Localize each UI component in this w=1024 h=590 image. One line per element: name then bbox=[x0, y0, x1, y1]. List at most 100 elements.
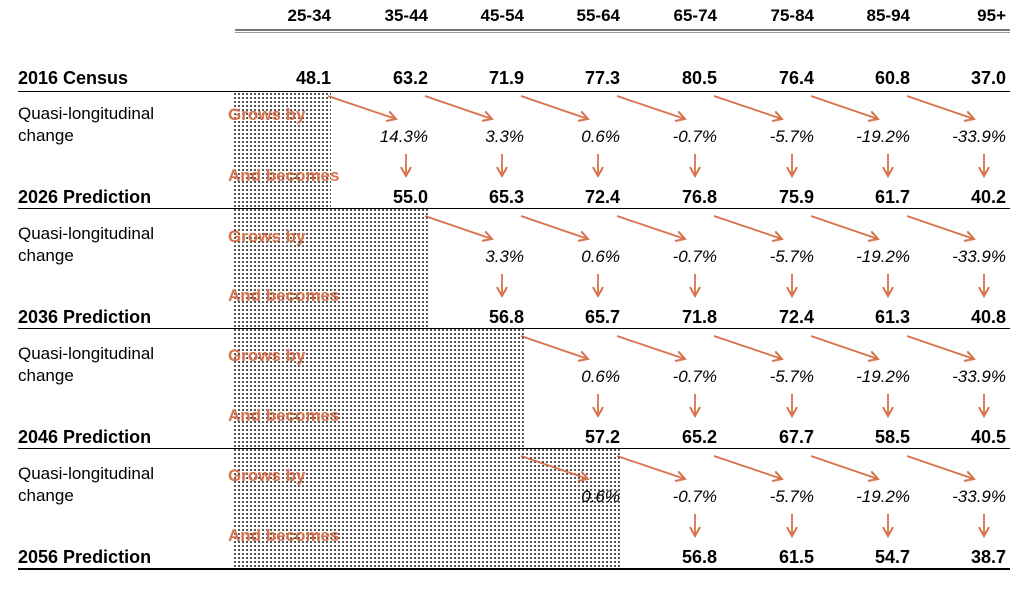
growth-arrow bbox=[810, 455, 880, 482]
change-percent: -0.7% bbox=[672, 487, 717, 506]
change-percent: -0.7% bbox=[672, 127, 717, 146]
and-becomes-label: And becomes bbox=[228, 286, 340, 305]
census-row-label: 2016 Census bbox=[18, 68, 129, 88]
change-percent: -33.9% bbox=[952, 127, 1006, 146]
change-percent: 0.6% bbox=[581, 367, 620, 386]
change-percent: 14.3% bbox=[379, 127, 428, 146]
change-percent: -5.7% bbox=[769, 247, 814, 266]
prediction-value: 61.5 bbox=[778, 547, 814, 567]
growth-arrow bbox=[810, 95, 880, 122]
and-becomes-label: And becomes bbox=[228, 406, 340, 425]
growth-arrow bbox=[810, 335, 880, 362]
prediction-value: 54.7 bbox=[874, 547, 910, 567]
growth-arrow bbox=[424, 95, 494, 122]
shaded-region-2 bbox=[233, 208, 428, 328]
prediction-value: 55.0 bbox=[392, 187, 428, 207]
shaded-region-3 bbox=[233, 328, 525, 448]
prediction-row-label: 2036 Prediction bbox=[18, 307, 152, 327]
growth-arrow bbox=[713, 455, 784, 482]
prediction-value: 38.7 bbox=[970, 547, 1006, 567]
census-value: 76.4 bbox=[778, 68, 814, 88]
growth-arrow bbox=[520, 215, 590, 242]
prediction-value: 71.8 bbox=[681, 307, 717, 327]
change-row-label: Quasi-longitudinal change bbox=[18, 343, 154, 387]
prediction-value: 40.2 bbox=[970, 187, 1006, 207]
change-percent: -19.2% bbox=[856, 127, 910, 146]
grows-by-label: Grows by bbox=[228, 346, 306, 365]
change-percent: 0.6% bbox=[581, 127, 620, 146]
prediction-value: 72.4 bbox=[778, 307, 814, 327]
growth-arrow bbox=[616, 455, 687, 482]
change-percent: 3.3% bbox=[485, 247, 524, 266]
age-header-85-94: 85-94 bbox=[866, 6, 910, 25]
census-value: 60.8 bbox=[874, 68, 910, 88]
prediction-row-rule bbox=[18, 448, 1010, 449]
prediction-row-rule bbox=[18, 568, 1010, 570]
header-rule-bottom bbox=[235, 32, 1010, 33]
growth-arrow bbox=[713, 95, 784, 122]
age-header-45-54: 45-54 bbox=[480, 6, 524, 25]
growth-arrow bbox=[713, 335, 784, 362]
growth-arrow bbox=[424, 215, 494, 242]
prediction-value: 65.2 bbox=[681, 427, 717, 447]
prediction-value: 65.7 bbox=[584, 307, 620, 327]
change-percent: -19.2% bbox=[856, 487, 910, 506]
change-percent: 0.6% bbox=[581, 247, 620, 266]
growth-arrow bbox=[616, 215, 687, 242]
change-percent: -5.7% bbox=[769, 367, 814, 386]
census-value: 48.1 bbox=[295, 68, 331, 88]
age-header-25-34: 25-34 bbox=[287, 6, 331, 25]
prediction-row-label: 2046 Prediction bbox=[18, 427, 152, 447]
prediction-value: 40.5 bbox=[970, 427, 1006, 447]
growth-arrow bbox=[906, 455, 976, 482]
prediction-value: 65.3 bbox=[488, 187, 524, 207]
change-percent: -0.7% bbox=[672, 247, 717, 266]
change-label-line1: Quasi-longitudinal bbox=[18, 464, 155, 483]
prediction-value: 40.8 bbox=[970, 307, 1006, 327]
growth-arrow bbox=[520, 455, 590, 482]
change-label-line2: change bbox=[18, 486, 74, 505]
prediction-value: 72.4 bbox=[584, 187, 620, 207]
growth-arrow bbox=[906, 95, 976, 122]
change-label-line1: Quasi-longitudinal bbox=[18, 104, 155, 123]
census-value: 80.5 bbox=[681, 68, 717, 88]
age-header-75-84: 75-84 bbox=[770, 6, 814, 25]
shaded-region-1 bbox=[233, 92, 331, 208]
prediction-value: 61.3 bbox=[874, 307, 910, 327]
prediction-row-rule bbox=[18, 328, 1010, 329]
change-label-line2: change bbox=[18, 126, 74, 145]
change-percent: -5.7% bbox=[769, 127, 814, 146]
change-percent: 0.6% bbox=[581, 487, 620, 506]
census-value: 71.9 bbox=[488, 68, 524, 88]
change-label-line2: change bbox=[18, 246, 74, 265]
grows-by-label: Grows by bbox=[228, 105, 306, 124]
change-percent: -19.2% bbox=[856, 247, 910, 266]
change-percent: 3.3% bbox=[485, 127, 524, 146]
change-row-label: Quasi-longitudinal change bbox=[18, 223, 154, 267]
and-becomes-label: And becomes bbox=[228, 166, 340, 185]
age-header-65-74: 65-74 bbox=[673, 6, 717, 25]
prediction-value: 61.7 bbox=[874, 187, 910, 207]
prediction-value: 58.5 bbox=[874, 427, 910, 447]
growth-arrow bbox=[906, 215, 976, 242]
growth-arrow bbox=[810, 215, 880, 242]
prediction-value: 76.8 bbox=[681, 187, 717, 207]
change-label-line1: Quasi-longitudinal bbox=[18, 344, 155, 363]
prediction-value: 75.9 bbox=[778, 187, 814, 207]
census-value: 77.3 bbox=[584, 68, 620, 88]
change-percent: -33.9% bbox=[952, 487, 1006, 506]
age-header-55-64: 55-64 bbox=[576, 6, 620, 25]
prediction-row-label: 2026 Prediction bbox=[18, 187, 152, 207]
census-row-rule bbox=[18, 91, 1010, 92]
change-row-label: Quasi-longitudinal change bbox=[18, 463, 154, 507]
change-percent: -0.7% bbox=[672, 367, 717, 386]
and-becomes-label: And becomes bbox=[228, 526, 340, 545]
census-value: 63.2 bbox=[392, 68, 428, 88]
prediction-row-label: 2056 Prediction bbox=[18, 547, 152, 567]
prediction-value: 57.2 bbox=[584, 427, 620, 447]
age-header-35-44: 35-44 bbox=[384, 6, 428, 25]
change-percent: -33.9% bbox=[952, 367, 1006, 386]
growth-arrow bbox=[906, 335, 976, 362]
